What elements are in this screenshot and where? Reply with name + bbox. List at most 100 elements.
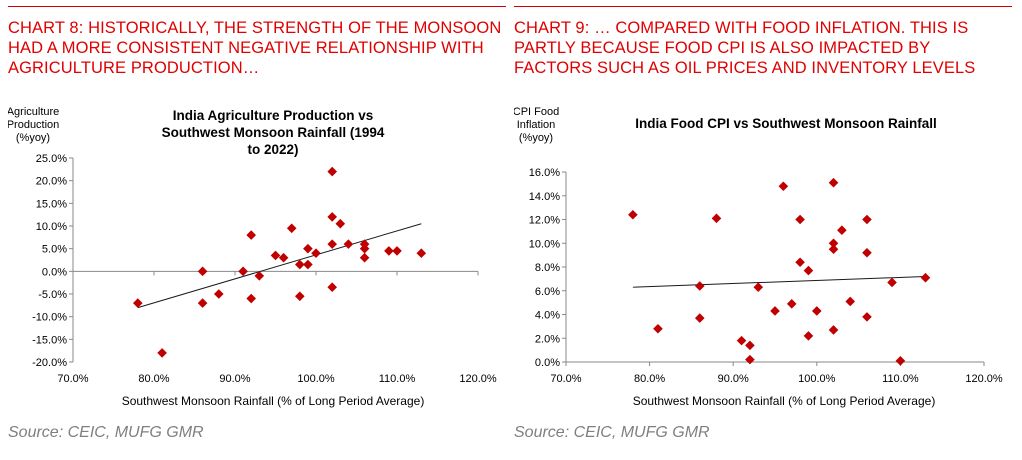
data-point (770, 306, 780, 316)
data-point (384, 246, 394, 256)
y-tick-label: 20.0% (36, 176, 67, 188)
top-rule (514, 6, 1012, 7)
x-tick-label: 70.0% (550, 373, 581, 385)
chart-9-panel: CHART 9: … COMPARED WITH FOOD INFLATION.… (514, 0, 1012, 460)
data-point (845, 296, 856, 307)
y-tick-label: -20.0% (32, 357, 67, 369)
chart-8-source: Source: CEIC, MUFG GMR (8, 424, 204, 441)
y-tick-label: 4.0% (535, 310, 560, 322)
y-tick-label: 14.0% (529, 191, 560, 203)
x-tick-label: 80.0% (634, 373, 665, 385)
data-point (653, 323, 663, 334)
x-axis-label: Southwest Monsoon Rainfall (% of Long Pe… (633, 394, 936, 408)
data-point (828, 177, 839, 188)
data-point (887, 277, 897, 288)
y-tick-label: 10.0% (529, 238, 560, 250)
data-point (303, 243, 313, 254)
data-point (246, 293, 256, 304)
x-tick-label: 80.0% (138, 373, 169, 385)
data-point (628, 209, 638, 220)
trendline (632, 276, 926, 288)
chart-8-panel: CHART 8: HISTORICALLY, THE STRENGTH OF T… (8, 0, 506, 460)
data-point (920, 272, 931, 283)
data-point (343, 239, 354, 249)
data-point (862, 312, 872, 322)
chart-8-scatter: India Agriculture Production vs Southwest… (8, 106, 497, 408)
chart-title: India Agriculture Production vs Southwest… (162, 108, 385, 157)
data-point (895, 356, 906, 366)
x-tick-label: 90.0% (718, 373, 749, 385)
data-point (335, 218, 346, 229)
x-tick-label: 110.0% (379, 373, 416, 385)
data-point (828, 325, 839, 335)
data-point (694, 313, 705, 323)
data-point (753, 282, 764, 292)
data-point (246, 230, 256, 240)
data-point (812, 306, 822, 316)
data-point (286, 223, 297, 234)
x-tick-label: 120.0% (965, 373, 1003, 385)
y-tick-label: 12.0% (529, 215, 560, 227)
y-tick-label: 5.0% (42, 244, 67, 256)
data-point (745, 354, 755, 365)
data-point (295, 291, 305, 302)
chart-9-headline: CHART 9: … COMPARED WITH FOOD INFLATION.… (514, 19, 976, 77)
data-point (862, 247, 872, 258)
x-tick-label: 110.0% (882, 373, 919, 385)
x-tick-label: 70.0% (57, 373, 88, 385)
data-point (197, 266, 208, 277)
x-tick-label: 90.0% (219, 373, 250, 385)
x-tick-label: 100.0% (297, 373, 335, 385)
data-point (133, 298, 143, 308)
y-tick-label: 16.0% (529, 167, 560, 179)
y-tick-label: 8.0% (535, 262, 560, 274)
data-point (270, 250, 281, 261)
data-point (778, 181, 789, 192)
data-point (392, 246, 402, 256)
y-tick-label: 2.0% (535, 333, 560, 345)
data-point (711, 213, 722, 224)
data-point (295, 259, 305, 270)
data-point (803, 331, 814, 341)
data-point (828, 244, 839, 254)
data-point (214, 289, 224, 299)
top-rule (8, 6, 506, 7)
data-point (327, 239, 337, 249)
y-tick-label: 15.0% (36, 198, 67, 210)
y-tick-label: 10.0% (36, 221, 67, 233)
data-point (416, 248, 427, 258)
data-point (157, 348, 167, 358)
data-point (327, 282, 337, 292)
y-tick-label: -15.0% (32, 334, 67, 346)
data-point (359, 243, 370, 254)
data-point (786, 299, 797, 309)
y-tick-label: 0.0% (535, 357, 560, 369)
data-point (278, 252, 289, 263)
y-tick-label: 25.0% (36, 153, 67, 165)
data-point (803, 265, 814, 276)
data-point (238, 266, 248, 277)
y-axis-label: Agriculture Production (%yoy) (8, 106, 59, 144)
data-point (197, 298, 208, 308)
chart-9-scatter: India Food CPI vs Southwest Monsoon Rain… (514, 106, 1003, 408)
data-point (694, 281, 705, 291)
data-point (311, 248, 321, 258)
trendline (137, 223, 422, 309)
data-point (736, 335, 747, 346)
data-point (862, 214, 872, 225)
data-point (327, 166, 337, 177)
chart-title: India Food CPI vs Southwest Monsoon Rain… (635, 116, 937, 131)
y-tick-label: 0.0% (42, 266, 67, 278)
chart-9-source: Source: CEIC, MUFG GMR (514, 424, 710, 441)
y-axis-label: CPI Food Inflation (%yoy) (514, 106, 559, 144)
y-tick-label: 6.0% (535, 286, 560, 298)
x-axis-label: Southwest Monsoon Rainfall (% of Long Pe… (122, 394, 425, 408)
data-point (828, 238, 839, 249)
x-tick-label: 100.0% (798, 373, 836, 385)
data-point (254, 271, 265, 281)
data-point (303, 259, 313, 270)
chart-8-headline: CHART 8: HISTORICALLY, THE STRENGTH OF T… (8, 19, 502, 77)
y-tick-label: -5.0% (38, 289, 67, 301)
data-point (327, 212, 337, 222)
data-point (795, 257, 805, 268)
